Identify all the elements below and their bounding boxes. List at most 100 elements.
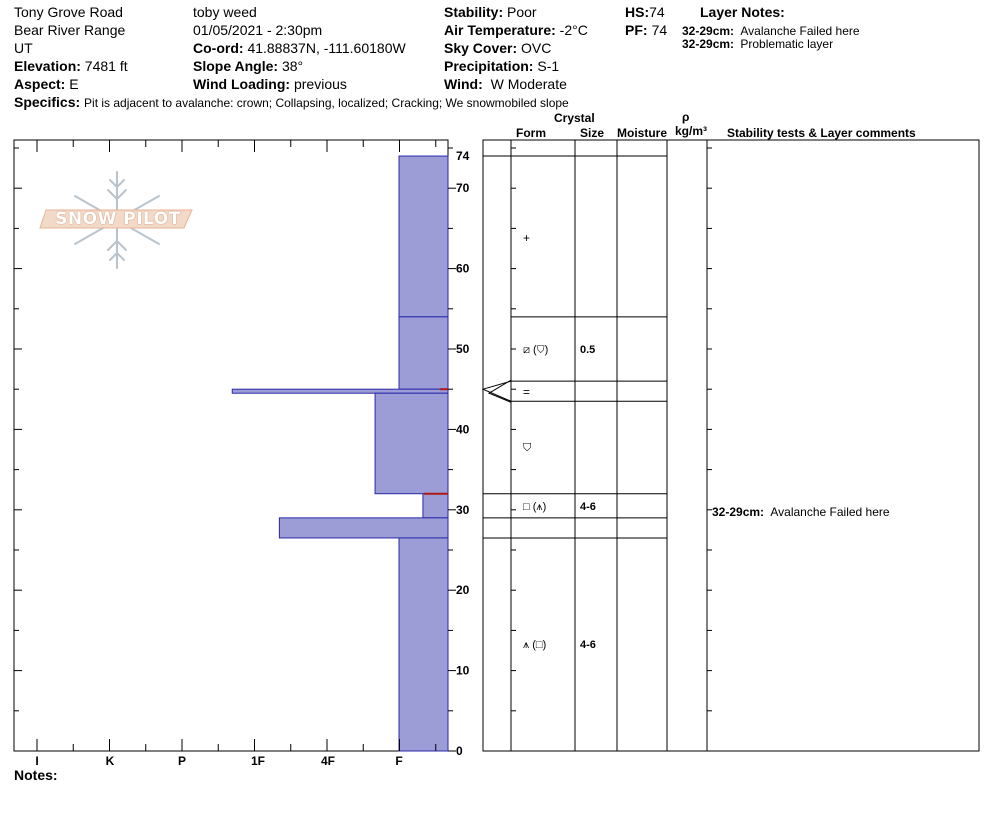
comments-header: Stability tests & Layer comments bbox=[727, 126, 916, 140]
precip-value: S-1 bbox=[537, 58, 560, 74]
hardness-bars bbox=[231, 155, 449, 752]
layer-notes-title: Layer Notes: bbox=[700, 4, 785, 20]
hardness-bar bbox=[231, 388, 449, 394]
moisture-header: Moisture bbox=[617, 126, 668, 140]
layer-size: 4-6 bbox=[580, 501, 596, 513]
height-tick-label: 50 bbox=[456, 342, 470, 356]
observer: toby weed bbox=[193, 4, 257, 20]
notes-label: Notes: bbox=[14, 767, 58, 783]
stability-value: Poor bbox=[507, 4, 537, 20]
specifics-value: Pit is adjacent to avalanche: crown; Col… bbox=[84, 96, 569, 110]
layer-table bbox=[481, 139, 980, 752]
aspect: Aspect: E bbox=[14, 76, 79, 92]
pit-depth: PF: 74 bbox=[625, 22, 667, 38]
hs-value: 74 bbox=[649, 4, 665, 20]
coord-label: Co-ord: bbox=[193, 40, 244, 56]
coordinates: Co-ord: 41.88837N, -111.60180W bbox=[193, 40, 406, 56]
elevation: Elevation: 7481 ft bbox=[14, 58, 128, 74]
rho-header: ρ bbox=[682, 110, 690, 124]
hardness-bar bbox=[398, 155, 449, 318]
height-tick-label: 74 bbox=[456, 149, 470, 163]
layer-table-ticks bbox=[511, 147, 712, 752]
size-header: Size bbox=[580, 126, 605, 140]
wind-value: W Moderate bbox=[490, 76, 567, 92]
layer-form: + bbox=[523, 231, 531, 245]
layer-markers bbox=[424, 388, 448, 495]
depth-connector bbox=[481, 380, 512, 402]
form-header: Form bbox=[516, 126, 546, 140]
height-tick-label: 70 bbox=[456, 181, 470, 195]
hardness-ticks: I K P 1F 4F F bbox=[35, 140, 437, 768]
slope-value: 38° bbox=[281, 58, 304, 74]
air-temp-label: Air Temperature: bbox=[444, 22, 556, 38]
hardness-plot: I K P 1F 4F F 0 10 20 30 40 50 60 70 74 bbox=[13, 139, 470, 768]
slope-label: Slope Angle: bbox=[193, 58, 279, 74]
air-temp-value: -2°C bbox=[559, 22, 588, 38]
specifics: Specifics: Pit is adjacent to avalanche:… bbox=[14, 94, 569, 110]
wind-loading: Wind Loading: previous bbox=[193, 76, 347, 92]
sky-cover: Sky Cover: OVC bbox=[444, 40, 551, 56]
layer-note: 32-29cm: Avalanche Failed here bbox=[682, 24, 860, 38]
density-unit-header: kg/m³ bbox=[675, 124, 708, 138]
wind-label: Wind: bbox=[444, 76, 483, 92]
logo-text: SNOW PILOT bbox=[55, 209, 181, 229]
layer-form: ⛉ bbox=[523, 442, 532, 454]
comment-text: Avalanche Failed here bbox=[770, 505, 890, 519]
height-tick-label: 0 bbox=[456, 744, 463, 758]
layer-form: ⩚ (□) bbox=[523, 639, 547, 651]
datetime: 01/05/2021 - 2:30pm bbox=[193, 22, 323, 38]
height-tick-label: 30 bbox=[456, 503, 470, 517]
layer-note-text: Problematic layer bbox=[740, 37, 834, 51]
pf-label: PF: bbox=[625, 22, 648, 38]
stability-comment: 32-29cm: Avalanche Failed here bbox=[712, 505, 890, 519]
hardness-bar bbox=[278, 517, 449, 539]
height-tick-label: 20 bbox=[456, 583, 470, 597]
layer-note-depth: 32-29cm: bbox=[682, 24, 735, 38]
wind-loading-value: previous bbox=[293, 76, 347, 92]
hardness-tick-label: 4F bbox=[321, 754, 335, 768]
layer-form: = bbox=[523, 385, 531, 399]
pf-value: 74 bbox=[651, 22, 668, 38]
precip-label: Precipitation: bbox=[444, 58, 534, 74]
layer-table-rows bbox=[481, 155, 667, 539]
hardness-tick-label: 1F bbox=[251, 754, 265, 768]
stability: Stability: Poor bbox=[444, 4, 537, 20]
layer-note-depth: 32-29cm: bbox=[682, 37, 735, 51]
elevation-label: Elevation: bbox=[14, 58, 81, 74]
layer-table-columns bbox=[510, 140, 708, 751]
stability-label: Stability: bbox=[444, 4, 504, 20]
comment-depth: 32-29cm: bbox=[712, 505, 765, 519]
crystal-header: Crystal bbox=[554, 111, 595, 125]
layer-form: ⧄ (⛉) bbox=[523, 344, 549, 356]
elevation-value: 7481 ft bbox=[84, 58, 128, 74]
slope-angle: Slope Angle: 38° bbox=[193, 58, 303, 74]
wind: Wind: W Moderate bbox=[444, 76, 567, 92]
hardness-tick-label: F bbox=[395, 754, 402, 768]
hardness-bar bbox=[398, 537, 449, 752]
hardness-bar bbox=[422, 493, 449, 519]
hardness-tick-label: P bbox=[178, 754, 186, 768]
layer-note-text: Avalanche Failed here bbox=[740, 24, 860, 38]
layer-table-frame bbox=[482, 139, 980, 752]
snowflake-icon bbox=[39, 171, 193, 269]
snow-height: HS:74 bbox=[625, 4, 665, 20]
range: Bear River Range bbox=[14, 22, 126, 38]
layer-note: 32-29cm: Problematic layer bbox=[682, 37, 833, 51]
coord-value: 41.88837N, -111.60180W bbox=[247, 40, 406, 56]
aspect-label: Aspect: bbox=[14, 76, 66, 92]
sky-label: Sky Cover: bbox=[444, 40, 518, 56]
hs-label: HS: bbox=[625, 4, 650, 20]
height-tick-label: 10 bbox=[456, 664, 470, 678]
height-ticks: 0 10 20 30 40 50 60 70 74 bbox=[14, 147, 470, 758]
sky-value: OVC bbox=[521, 40, 552, 56]
height-tick-label: 60 bbox=[456, 262, 470, 276]
specifics-label: Specifics: bbox=[14, 94, 81, 110]
location: Tony Grove Road bbox=[14, 4, 123, 20]
height-tick-label: 40 bbox=[456, 422, 470, 436]
snowpilot-logo: SNOW PILOT bbox=[38, 170, 196, 270]
hardness-tick-label: I bbox=[35, 754, 38, 768]
hardness-bar bbox=[374, 392, 449, 495]
aspect-value: E bbox=[69, 76, 79, 92]
hardness-bar bbox=[398, 316, 449, 390]
